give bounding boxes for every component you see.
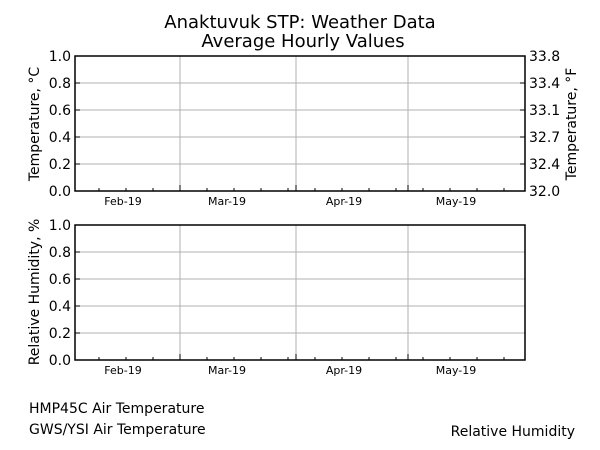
chart-title: Anaktuvuk STP: Weather Data [164,12,435,33]
y-tick-label: 0.2 [49,326,71,342]
y-tick-label: 0.6 [49,103,71,119]
y-right-tick-label: 32.7 [529,130,560,146]
y-tick-label: 0.2 [49,157,71,173]
x-tick-label: Apr-19 [326,364,362,377]
legend-item-hmp45c: HMP45C Air Temperature [29,401,204,417]
x-tick-label: Feb-19 [104,364,141,377]
y-tick-label: 0.4 [49,299,71,315]
y-tick-label: 0.4 [49,130,71,146]
x-tick-label: Apr-19 [326,195,362,208]
temperature-c-axis-label: Temperature, °C [27,67,43,183]
humidity-panel: 0.0 0.2 0.4 0.6 0.8 1.0 Feb-19 Mar-19 Apr-19 May-… [27,218,526,377]
humidity-grid [75,225,525,360]
chart-subtitle: Average Hourly Values [201,31,404,52]
y-right-tick-label: 32.0 [529,184,560,200]
x-tick-label: May-19 [436,364,477,377]
temperature-panel: 0.0 0.2 0.4 0.6 0.8 1.0 32.0 32.4 32.7 33.1 33.4 33… [27,49,580,208]
y-right-tick-label: 32.4 [529,157,560,173]
humidity-ticks: 0.0 0.2 0.4 0.6 0.8 1.0 Feb-19 Mar-19 Apr-19 May-… [49,218,505,377]
x-tick-label: Mar-19 [208,195,246,208]
x-tick-label: Mar-19 [208,364,246,377]
temperature-grid [75,56,525,191]
temperature-ticks: 0.0 0.2 0.4 0.6 0.8 1.0 32.0 32.4 32.7 33.1 33.4 33… [49,49,561,208]
y-tick-label: 0.0 [49,353,71,369]
temperature-f-axis-label: Temperature, °F [564,68,580,182]
humidity-axis-label: Relative Humidity, % [27,219,43,366]
y-right-tick-label: 33.1 [529,103,560,119]
x-tick-label: Feb-19 [104,195,141,208]
y-tick-label: 0.6 [49,272,71,288]
legend-item-gws-ysi: GWS/YSI Air Temperature [29,422,206,438]
y-tick-label: 0.8 [49,245,71,261]
y-right-tick-label: 33.4 [529,76,560,92]
y-tick-label: 0.8 [49,76,71,92]
legend: HMP45C Air Temperature GWS/YSI Air Tempe… [29,401,575,440]
temperature-plot-frame [74,55,526,192]
legend-item-relative-humidity: Relative Humidity [451,424,575,440]
y-tick-label: 1.0 [49,49,71,65]
x-tick-label: May-19 [436,195,477,208]
y-tick-label: 1.0 [49,218,71,234]
humidity-plot-frame [74,224,526,361]
y-tick-label: 0.0 [49,184,71,200]
y-right-tick-label: 33.8 [529,49,560,65]
